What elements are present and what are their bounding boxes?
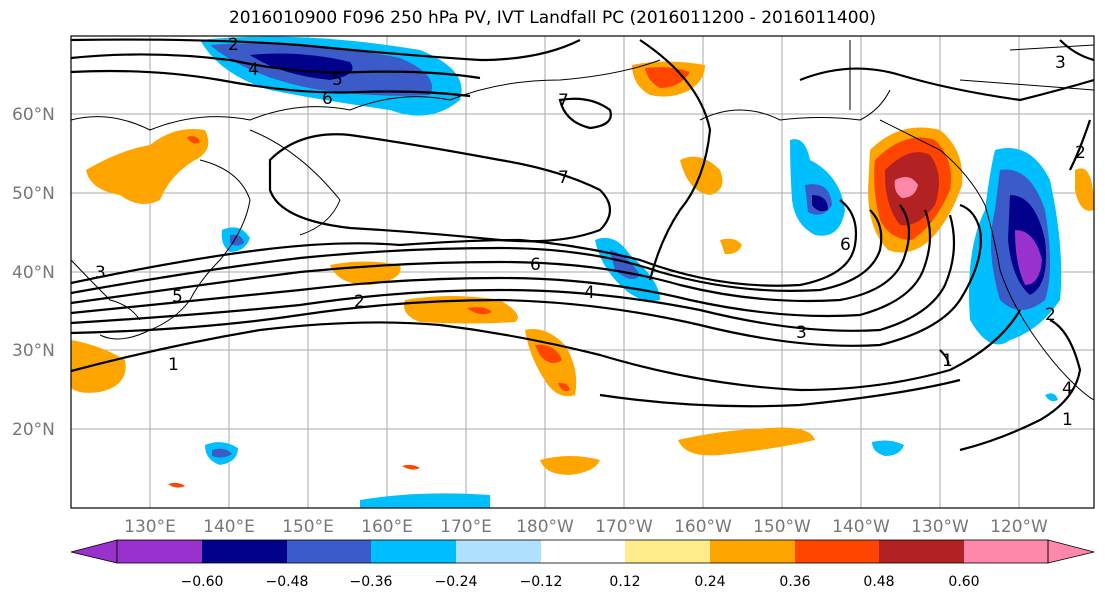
- contour-label: 1: [168, 355, 179, 375]
- pv-positive-areas: [71, 61, 1094, 488]
- lon-label: 160°W: [674, 517, 732, 537]
- lon-label: 130°E: [124, 517, 176, 537]
- contour-label: 1: [942, 351, 953, 371]
- longitude-labels: 130°E 140°E 150°E 160°E 170°E 180°W 170°…: [124, 517, 1048, 537]
- lon-label: 180°W: [516, 517, 574, 537]
- contour-label: 6: [530, 255, 541, 275]
- contour-label: 2: [228, 35, 239, 55]
- colorbar-tick: 0.24: [694, 574, 725, 590]
- contour-label: 7: [558, 91, 569, 111]
- contour-label: 1: [1062, 410, 1073, 430]
- colorbar-tick: 0.60: [948, 574, 979, 590]
- colorbar-ticks: −0.60 −0.48 −0.36 −0.24 −0.12 0.12 0.24 …: [181, 574, 980, 590]
- lon-label: 120°W: [990, 517, 1048, 537]
- colorbar-tick: −0.48: [266, 574, 309, 590]
- colorbar-segment: [795, 540, 879, 563]
- colorbar-tick: −0.24: [435, 574, 478, 590]
- lon-label: 170°E: [440, 517, 492, 537]
- map-title: 2016010900 F096 250 hPa PV, IVT Landfall…: [228, 8, 876, 28]
- contour-label: 5: [332, 70, 343, 90]
- lon-label: 130°W: [911, 517, 969, 537]
- colorbar-segment: [1047, 539, 1095, 564]
- contour-label: 2: [1045, 305, 1056, 325]
- contour-label: 2: [354, 292, 365, 312]
- colorbar-tick: −0.60: [181, 574, 224, 590]
- contour-label: 6: [322, 89, 333, 109]
- contour-label: 4: [584, 283, 595, 303]
- lat-label: 40°N: [12, 263, 55, 283]
- lat-label: 60°N: [12, 105, 55, 125]
- colorbar-segment: [456, 540, 541, 563]
- lon-label: 160°E: [361, 517, 413, 537]
- pv-contours: [71, 38, 1094, 452]
- colorbar-segment: [710, 540, 795, 563]
- colorbar-segment: [70, 539, 118, 564]
- contour-label: 4: [1062, 379, 1073, 399]
- contour-label: 3: [796, 323, 807, 343]
- latitude-labels: 60°N 50°N 40°N 30°N 20°N: [12, 105, 55, 440]
- colorbar-segment: [117, 540, 202, 563]
- colorbar-tick: −0.36: [350, 574, 393, 590]
- colorbar-tick: 0.36: [779, 574, 810, 590]
- contour-label: 4: [248, 60, 259, 80]
- colorbar-tick: −0.12: [520, 574, 563, 590]
- colorbar: −0.60 −0.48 −0.36 −0.24 −0.12 0.12 0.24 …: [70, 539, 1095, 590]
- contour-label: 3: [1055, 53, 1066, 73]
- contour-label: 7: [558, 168, 569, 188]
- colorbar-segment: [964, 540, 1048, 563]
- coastlines: [71, 40, 1094, 401]
- map-frame: [70, 35, 1095, 509]
- lat-label: 30°N: [12, 341, 55, 361]
- lon-label: 140°E: [203, 517, 255, 537]
- colorbar-segment: [541, 540, 625, 563]
- contour-labels: 2 4 5 6 7 7 6 4 2 5 1 3 1 2 4 3 6 2 3 1: [95, 35, 1086, 430]
- contour-label: 5: [172, 287, 183, 307]
- lon-label: 170°W: [595, 517, 653, 537]
- colorbar-segment: [625, 540, 710, 563]
- lon-label: 150°W: [753, 517, 811, 537]
- colorbar-segment: [287, 540, 371, 563]
- lat-label: 50°N: [12, 184, 55, 204]
- lon-label: 150°E: [282, 517, 334, 537]
- lon-label: 140°W: [832, 517, 890, 537]
- contour-label: 6: [840, 235, 851, 255]
- colorbar-segment: [879, 540, 964, 563]
- contour-label: 2: [1075, 143, 1086, 163]
- colorbar-segment: [202, 540, 287, 563]
- colorbar-tick: 0.12: [609, 574, 640, 590]
- contour-label: 3: [95, 263, 106, 283]
- lat-label: 20°N: [12, 420, 55, 440]
- colorbar-segment: [371, 540, 456, 563]
- colorbar-tick: 0.48: [863, 574, 894, 590]
